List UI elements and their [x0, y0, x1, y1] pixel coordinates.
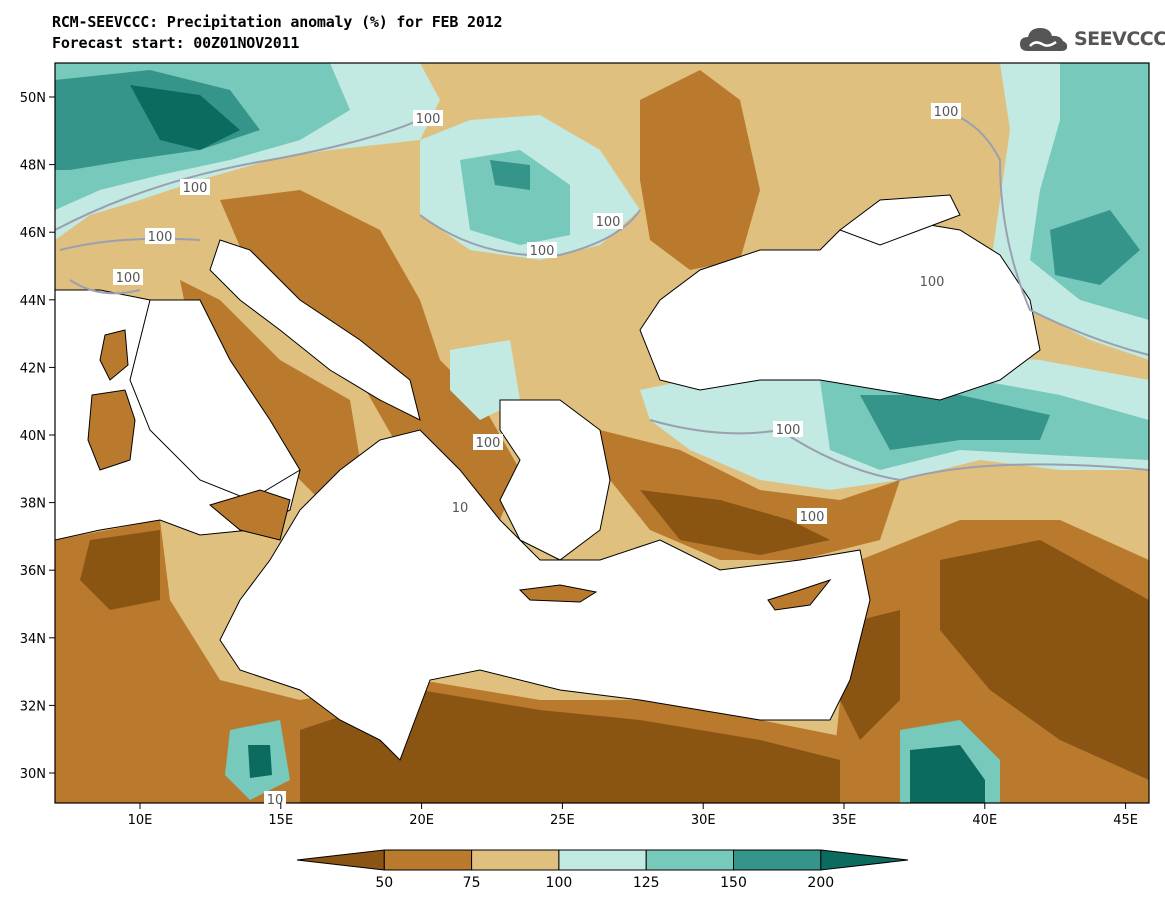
wet-spot-libya-core — [248, 745, 272, 778]
lon-tick-label: 25E — [550, 813, 575, 828]
colorbar-label: 50 — [375, 875, 393, 891]
dry-zone-ukraine — [640, 70, 760, 270]
lat-tick-label: 32N — [20, 699, 46, 714]
contour-label: 100 — [148, 230, 173, 245]
contour-label: 10 — [267, 793, 284, 808]
corsica-island — [99, 329, 129, 381]
lat-tick-label: 40N — [20, 429, 46, 444]
colorbar-label: 150 — [720, 875, 747, 891]
contour-labels: 100 100 100 100 100 100 100 100 100 100 10 10 100 — [113, 103, 961, 808]
colorbar-segment — [558, 849, 647, 871]
colorbar-label: 125 — [633, 875, 660, 891]
aegean-sea — [499, 399, 611, 561]
chart-title: RCM-SEEVCCC: Precipitation anomaly (%) f… — [52, 13, 503, 31]
tyrrhenian-sea — [129, 299, 301, 501]
contour-label-bg — [527, 242, 557, 258]
contour-label: 100 — [776, 423, 801, 438]
contour-label-bg — [917, 273, 947, 289]
contour-label-bg — [180, 179, 210, 195]
colorbar-segment — [383, 849, 473, 871]
contour-label: 100 — [596, 215, 621, 230]
wet-zone-central-europe-extreme — [130, 85, 240, 150]
lat-tick-label: 44N — [20, 294, 46, 309]
lon-tick-label: 40E — [972, 813, 997, 828]
colorbar-segment — [645, 849, 735, 871]
colorbar-label: 200 — [807, 875, 834, 891]
contour-label-bg — [593, 213, 623, 229]
lat-tick-label: 30N — [20, 767, 46, 782]
contour-label-bg — [473, 434, 503, 450]
lat-tick-label: 46N — [20, 226, 46, 241]
cyprus-island — [767, 578, 832, 611]
wet-spot-arabia-core — [910, 745, 985, 803]
lon-tick-label: 45E — [1113, 813, 1138, 828]
lat-tick-label: 38N — [20, 497, 46, 512]
contour-label: 100 — [476, 436, 501, 451]
dry-zone-turkey-south-strong — [640, 490, 830, 555]
logo-text: SEEVCCC — [1074, 28, 1165, 50]
contour-label: 100 — [183, 181, 208, 196]
contour-label: 10 — [452, 501, 469, 516]
contour-label-bg — [773, 421, 803, 437]
longitude-axis: 10E 15E 20E 25E 30E 35E 40E 45E — [128, 803, 1138, 828]
lat-tick-label: 36N — [20, 564, 46, 579]
contour-label-bg — [113, 269, 143, 285]
colorbar: 50 75 100 125 150 200 — [296, 849, 909, 891]
lat-tick-label: 42N — [20, 361, 46, 376]
dry-zone-tunisia-strong — [80, 530, 160, 610]
colorbar-arrow-right — [820, 849, 909, 871]
lon-tick-label: 35E — [832, 813, 857, 828]
wet-zone-carpathian-strong — [490, 160, 530, 190]
black-sea — [639, 219, 1041, 401]
contour-label: 100 — [934, 105, 959, 120]
lon-tick-label: 20E — [409, 813, 434, 828]
lat-tick-label: 50N — [20, 91, 46, 106]
sicily-island — [208, 489, 291, 541]
seevccc-logo: SEEVCCC — [1018, 24, 1165, 54]
contour-label: 100 — [530, 244, 555, 259]
colorbar-segment — [733, 849, 822, 871]
dry-zone-middle-east-strong — [940, 540, 1149, 780]
lon-tick-label: 10E — [128, 813, 153, 828]
crete-island — [518, 584, 598, 603]
colorbar-label: 100 — [546, 875, 573, 891]
contour-label-bg — [145, 228, 175, 244]
contour-label-bg — [449, 499, 471, 515]
colorbar-segment — [471, 849, 560, 871]
wet-zone-anatolia-strong — [860, 395, 1050, 450]
contour-label: 100 — [416, 112, 441, 127]
wet-zone-east-strong — [1050, 210, 1140, 285]
contour-label: 100 — [116, 271, 141, 286]
sardinia-island — [87, 389, 136, 471]
cloud-icon — [1020, 28, 1068, 51]
contour-label: 100 — [920, 275, 945, 290]
colorbar-label: 75 — [463, 875, 481, 891]
colorbar-arrow-left — [296, 849, 385, 871]
lat-tick-label: 48N — [20, 159, 46, 174]
map-frame — [54, 62, 1150, 804]
adriatic-sea — [209, 239, 421, 421]
dry-zone-italy — [180, 280, 360, 500]
contour-label-bg — [797, 508, 827, 524]
latitude-axis: 50N 48N 46N 44N 42N 40N 38N 36N 34N 32N 30N — [20, 91, 55, 782]
azov-sea — [838, 194, 961, 246]
contour-lines — [55, 109, 1149, 482]
wet-zone-carpathian-mid — [460, 150, 570, 245]
map-field — [55, 63, 1149, 803]
contour-label: 100 — [800, 510, 825, 525]
lat-tick-label: 34N — [20, 632, 46, 647]
lon-tick-label: 30E — [691, 813, 716, 828]
contour-label-bg — [931, 103, 961, 119]
lon-tick-label: 15E — [268, 813, 293, 828]
chart-subtitle: Forecast start: 00Z01NOV2011 — [52, 34, 300, 52]
contour-label-bg — [413, 110, 443, 126]
dry-zone-libya-strong — [300, 690, 840, 803]
